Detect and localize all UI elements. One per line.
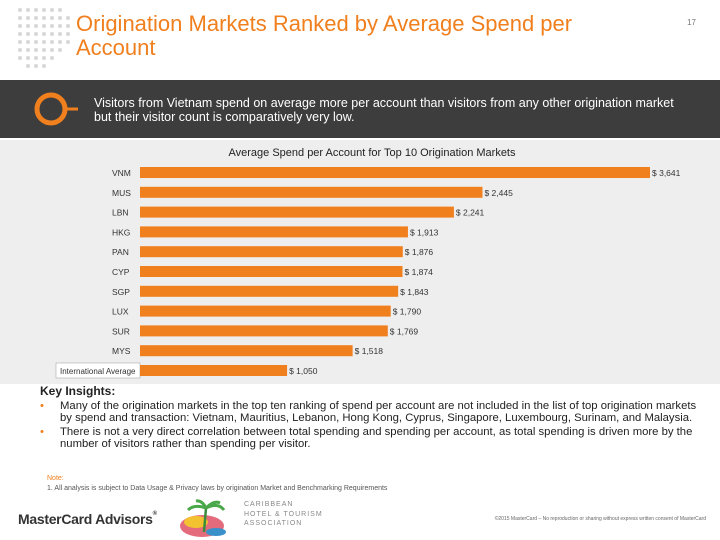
bar — [140, 167, 650, 178]
insight-banner — [0, 80, 720, 138]
category-label: CYP — [112, 267, 130, 277]
insight-item: Many of the origination markets in the t… — [40, 400, 702, 425]
cht-logo-line: HOTEL & TOURISM — [244, 510, 323, 518]
note-text: 1. All analysis is subject to Data Usage… — [47, 485, 388, 492]
mastercard-advisors-logo: MasterCard Advisors® — [18, 511, 157, 527]
copyright: ©2015 MasterCard – No reproduction or sh… — [494, 516, 706, 522]
bar — [140, 266, 403, 277]
target-circle-icon — [34, 92, 78, 126]
category-label: International Average — [60, 367, 136, 376]
decorative-dot-pattern — [18, 8, 78, 70]
footnote: Note: 1. All analysis is subject to Data… — [47, 474, 387, 494]
bar — [140, 305, 391, 317]
chart-background — [0, 140, 720, 384]
category-label: PAN — [112, 247, 129, 257]
bar — [140, 285, 399, 297]
category-label: SUR — [112, 326, 130, 336]
data-label: $ 1,876 — [405, 247, 434, 257]
category-label: LBN — [112, 208, 129, 218]
bar — [140, 325, 388, 337]
data-label: $ 2,445 — [484, 188, 513, 198]
data-label: $ 1,518 — [355, 346, 384, 356]
bar — [140, 226, 408, 238]
category-label: VNM — [112, 168, 131, 178]
data-label: $ 1,769 — [390, 326, 419, 336]
page-title: Origination Markets Ranked by Average Sp… — [76, 11, 573, 60]
mastercard-logo-text: MasterCard Advisors — [18, 511, 153, 527]
bar — [140, 345, 353, 357]
chart-title: Average Spend per Account for Top 10 Ori… — [229, 147, 516, 159]
note-label: Note: — [47, 475, 64, 482]
cht-palm-logo-icon — [180, 499, 226, 537]
cht-logo-text: CARIBBEAN HOTEL & TOURISM ASSOCIATION — [244, 500, 323, 529]
data-label: $ 3,641 — [652, 168, 681, 178]
banner-text: Visitors from Vietnam spend on average m… — [94, 96, 674, 124]
data-label: $ 2,241 — [456, 208, 485, 218]
bar-chart: Average Spend per Account for Top 10 Ori… — [55, 147, 681, 379]
insights-list: Many of the origination markets in the t… — [40, 400, 702, 451]
cht-logo-line: CARIBBEAN — [244, 501, 294, 508]
insight-item: There is not a very direct correlation b… — [40, 426, 702, 451]
category-label: HKG — [112, 227, 130, 237]
key-insights: Key Insights: Many of the origination ma… — [40, 385, 702, 451]
category-label: LUX — [112, 307, 129, 317]
bar — [140, 186, 483, 198]
data-label: $ 1,874 — [404, 267, 433, 277]
category-label: MUS — [112, 188, 131, 198]
data-label: $ 1,913 — [410, 227, 439, 237]
data-label: $ 1,843 — [400, 287, 429, 297]
insights-title: Key Insights: — [40, 384, 116, 398]
category-label: MYS — [112, 346, 131, 356]
category-label: SGP — [112, 287, 130, 297]
bar — [140, 365, 288, 376]
data-label: $ 1,050 — [289, 366, 318, 376]
page-number: 17 — [687, 18, 696, 27]
cht-logo-line: ASSOCIATION — [244, 520, 303, 527]
bar — [140, 206, 454, 218]
data-label: $ 1,790 — [393, 307, 422, 317]
bar — [140, 246, 403, 258]
